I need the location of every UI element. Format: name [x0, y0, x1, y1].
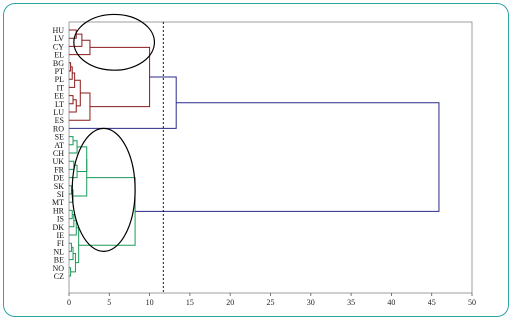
dendrogram-link-root — [135, 102, 440, 212]
leaf-label-se: SE — [55, 133, 64, 142]
leaf-label-it: IT — [56, 83, 64, 92]
leaf-label-es: ES — [55, 116, 64, 125]
dendrogram-link-r9 — [74, 79, 81, 107]
x-tick-label: 15 — [186, 298, 194, 307]
plot-area-border — [68, 21, 473, 294]
dendrogram-link-g10 — [69, 214, 75, 228]
leaf-label-cz: CZ — [54, 272, 64, 281]
x-tick-label: 40 — [387, 298, 395, 307]
leaf-label-at: AT — [54, 141, 64, 150]
leaf-label-pl: PL — [55, 75, 64, 84]
leaf-label-hr: HR — [53, 206, 65, 215]
x-tick-label: 50 — [468, 298, 476, 307]
leaf-label-nl: NL — [53, 247, 64, 256]
leaf-label-ee: EE — [54, 92, 64, 101]
leaf-label-lu: LU — [53, 108, 64, 117]
leaf-label-fr: FR — [54, 165, 64, 174]
dendrogram-link-g3 — [69, 160, 75, 170]
x-tick-label: 0 — [67, 298, 71, 307]
x-tick-label: 25 — [267, 298, 275, 307]
dendrogram-link-g9 — [69, 209, 73, 220]
dendrogram-link-r11 — [89, 46, 151, 108]
x-tick-label: 30 — [307, 298, 315, 307]
x-tick-label: 45 — [428, 298, 436, 307]
leaf-label-ro: RO — [53, 124, 64, 133]
leaf-label-sk: SK — [54, 182, 64, 191]
leaf-label-cy: CY — [53, 42, 64, 51]
leaf-label-ie: IE — [56, 231, 64, 240]
cluster-ellipse-2 — [71, 127, 136, 252]
dendrogram-link-g8 — [73, 159, 88, 197]
dendrogram-link-r7 — [69, 95, 74, 105]
dendrogram-link-r2 — [69, 33, 83, 47]
x-tick-label: 35 — [347, 298, 355, 307]
leaf-label-de: DE — [53, 174, 64, 183]
leaf-label-is: IS — [57, 215, 64, 224]
cluster-ellipse-1 — [73, 13, 156, 71]
x-tick-label: 5 — [107, 298, 111, 307]
leaf-label-dk: DK — [52, 223, 64, 232]
leaf-label-el: EL — [54, 51, 64, 60]
dendrogram-link-r3 — [69, 39, 91, 56]
leaf-label-fi: FI — [57, 239, 64, 248]
leaf-label-lv: LV — [54, 34, 64, 43]
dendrogram-link-g5 — [77, 146, 88, 172]
leaf-label-pt: PT — [55, 67, 64, 76]
leaf-label-no: NO — [52, 264, 64, 273]
leaf-label-ch: CH — [53, 149, 64, 158]
leaf-label-mt: MT — [52, 198, 64, 207]
leaf-label-bg: BG — [53, 59, 64, 68]
leaf-label-hu: HU — [52, 26, 64, 35]
leaf-label-lt: LT — [55, 100, 64, 109]
figure-frame — [3, 3, 509, 317]
leaf-label-si: SI — [57, 190, 64, 199]
leaf-label-be: BE — [54, 256, 64, 265]
x-tick-label: 20 — [226, 298, 234, 307]
leaf-label-uk: UK — [52, 157, 64, 166]
dendrogram-link-r10 — [69, 92, 91, 121]
dendrogram-link-g1 — [69, 136, 74, 146]
x-tick-label: 10 — [146, 298, 154, 307]
dendrogram-link-g11 — [69, 220, 77, 236]
